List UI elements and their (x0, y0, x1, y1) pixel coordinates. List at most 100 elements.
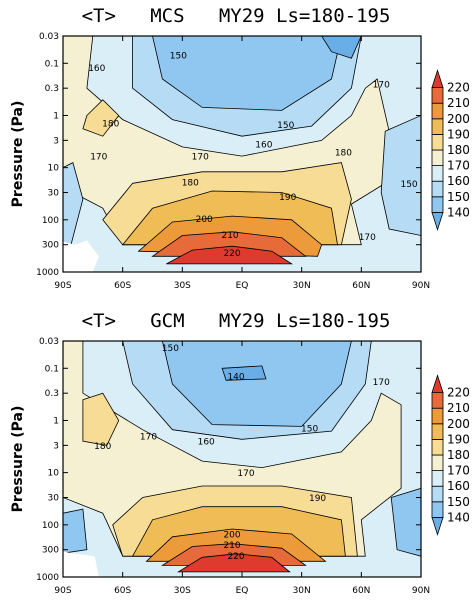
contour-label-2-4: 160 (198, 438, 215, 448)
y-tick-label-2-1: 0.1 (45, 364, 59, 374)
contour-label-2-10: 210 (223, 541, 240, 551)
y-tick-label-1-2: 0.3 (45, 84, 59, 94)
contour-label-1-8: 180 (335, 148, 352, 158)
x-tick-label-1-2: 30S (174, 281, 191, 291)
contour-label-2-11: 220 (227, 552, 244, 562)
colorbar-box-2-6 (431, 423, 444, 440)
contour-label-1-1: 160 (88, 64, 105, 74)
chart-title-1: <T> MCS MY29 Ls=180-195 (82, 5, 391, 27)
contour-region-1-9 (152, 36, 342, 111)
contour-region-1-10 (321, 36, 362, 59)
y-tick-label-1-8: 300 (42, 241, 59, 251)
y-tick-label-2-8: 300 (42, 546, 59, 556)
contour-region-2-9 (161, 341, 352, 427)
colorbar-label-2-5: 190 (447, 432, 470, 446)
colorbar-box-1-9 (431, 69, 444, 88)
contour-label-2-9: 200 (223, 531, 240, 541)
x-tick-label-1-4: 30N (293, 281, 311, 291)
colorbar-box-1-2 (431, 180, 444, 198)
contour-label-2-3: 150 (301, 425, 318, 435)
x-tick-label-2-4: 30N (293, 586, 311, 596)
y-tick-label-1-1: 0.1 (45, 59, 59, 69)
contour-region-1-13 (380, 115, 421, 236)
colorbar-label-2-1: 150 (447, 495, 470, 509)
y-tick-label-2-6: 30 (48, 494, 60, 504)
y-axis-label-1: Pressure (Pa) (10, 101, 26, 208)
y-tick-label-2-9: 1000 (36, 573, 59, 583)
y-tick-label-1-5: 10 (48, 164, 60, 174)
x-tick-label-1-1: 60S (114, 281, 131, 291)
colorbar-label-1-6: 200 (447, 112, 470, 126)
y-tick-label-1-3: 1 (53, 111, 59, 121)
contour-label-1-0: 150 (170, 52, 187, 62)
contour-label-2-5: 180 (94, 442, 111, 452)
contour-label-1-15: 170 (359, 233, 376, 243)
colorbar-label-1-8: 220 (447, 81, 470, 95)
x-tick-label-2-1: 60S (114, 586, 131, 596)
x-tick-label-1-6: 90N (412, 281, 430, 291)
contour-label-2-1: 140 (227, 372, 244, 382)
y-tick-label-2-2: 0.3 (45, 389, 59, 399)
colorbar-box-2-4 (431, 454, 444, 472)
colorbar-box-2-0 (431, 517, 444, 536)
contour-label-2-6: 170 (140, 433, 157, 443)
colorbar-box-2-8 (431, 392, 444, 409)
colorbar-box-2-3 (431, 470, 444, 487)
contour-region-1-12 (63, 162, 84, 246)
contour-label-1-13: 210 (221, 231, 238, 241)
contour-label-1-6: 170 (90, 153, 107, 163)
contour-label-2-2: 170 (373, 378, 390, 388)
x-tick-label-2-5: 60N (352, 586, 370, 596)
x-tick-label-1-3: EQ (236, 281, 249, 291)
colorbar-box-1-5 (431, 133, 444, 151)
x-tick-label-1-5: 60N (352, 281, 370, 291)
contour-label-1-5: 160 (255, 140, 272, 150)
colorbar-box-2-9 (431, 374, 444, 393)
y-tick-label-1-0: 0.03 (39, 32, 59, 42)
contour-label-1-3: 180 (102, 120, 119, 130)
y-tick-label-1-6: 30 (48, 189, 60, 199)
contour-region-2-7 (176, 553, 291, 573)
y-tick-label-2-4: 3 (53, 441, 59, 451)
x-tick-label-2-3: EQ (236, 586, 249, 596)
contour-region-1-2 (82, 99, 120, 137)
missing-data-patch-1 (63, 240, 99, 272)
contour-panel-1: 150 160 170 180 150 160 170 170 180 180 190 150 200 2… (63, 36, 421, 272)
colorbar-label-1-1: 150 (447, 190, 470, 204)
chart-title-2: <T> GCM MY29 Ls=180-195 (82, 310, 391, 332)
contour-label-1-10: 190 (279, 193, 296, 203)
colorbar-label-2-4: 180 (447, 448, 470, 462)
x-tick-label-2-2: 30S (174, 586, 191, 596)
colorbar-label-1-4: 180 (447, 143, 470, 157)
colorbar-label-1-3: 170 (447, 159, 470, 173)
y-tick-label-2-3: 1 (53, 416, 59, 426)
colorbar-label-2-6: 200 (447, 417, 470, 431)
x-tick-label-1-0: 90S (54, 281, 71, 291)
colorbar-label-2-8: 220 (447, 386, 470, 400)
colorbar-box-2-5 (431, 438, 444, 456)
colorbar-label-2-0: 140 (447, 510, 470, 524)
contour-label-1-9: 180 (182, 179, 199, 189)
contour-label-1-4: 150 (277, 121, 294, 131)
y-tick-label-2-7: 100 (42, 521, 59, 531)
colorbar-box-1-3 (431, 165, 444, 182)
y-tick-label-1-9: 1000 (36, 268, 59, 278)
contour-label-1-12: 200 (196, 215, 213, 225)
colorbar-box-1-1 (431, 196, 444, 213)
contour-region-1-7 (166, 245, 294, 265)
colorbar-box-1-4 (431, 149, 444, 167)
contour-label-2-0: 150 (162, 344, 179, 354)
colorbar-label-1-2: 160 (447, 174, 470, 188)
colorbar-label-2-2: 160 (447, 479, 470, 493)
colorbar-box-1-8 (431, 87, 444, 104)
colorbar-box-2-2 (431, 485, 444, 503)
y-tick-label-1-7: 100 (42, 216, 59, 226)
colorbar-box-1-6 (431, 118, 444, 135)
contour-region-2-2 (82, 392, 120, 446)
colorbar-box-2-1 (431, 501, 444, 518)
colorbar-label-2-7: 210 (447, 401, 470, 415)
colorbar-box-1-0 (431, 212, 444, 231)
